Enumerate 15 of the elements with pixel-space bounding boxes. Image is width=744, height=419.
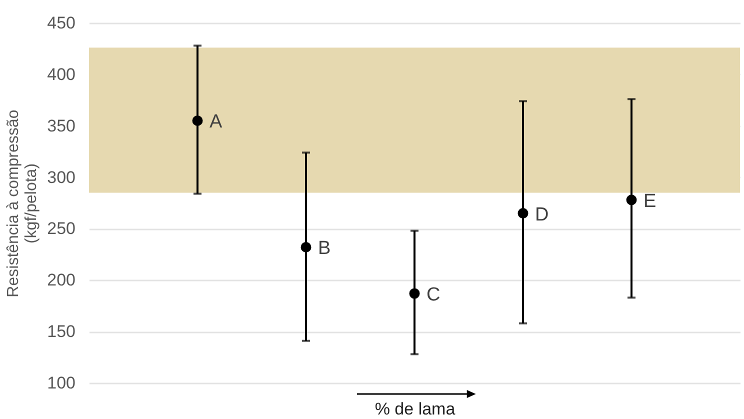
- y-axis-title: Resistência à compressão (kgf/pelota): [5, 110, 40, 298]
- y-tick-label: 100: [47, 374, 76, 392]
- y-tick-label: 450: [47, 14, 76, 32]
- y-tick-label: 400: [47, 64, 76, 84]
- y-tick-label: 200: [47, 270, 76, 290]
- x-tick-label: A: [210, 112, 222, 133]
- x-tick-label: D: [535, 204, 549, 226]
- y-tick-label: 150: [47, 322, 76, 342]
- x-tick-label: B: [318, 238, 331, 260]
- y-tick-label: 250: [47, 219, 76, 238]
- x-tick-label: C: [426, 284, 440, 306]
- x-tick-label: E: [644, 190, 656, 212]
- x-axis-title: % de lama: [374, 400, 456, 418]
- y-tick-label: 350: [47, 116, 76, 136]
- y-tick-label: 300: [47, 168, 76, 187]
